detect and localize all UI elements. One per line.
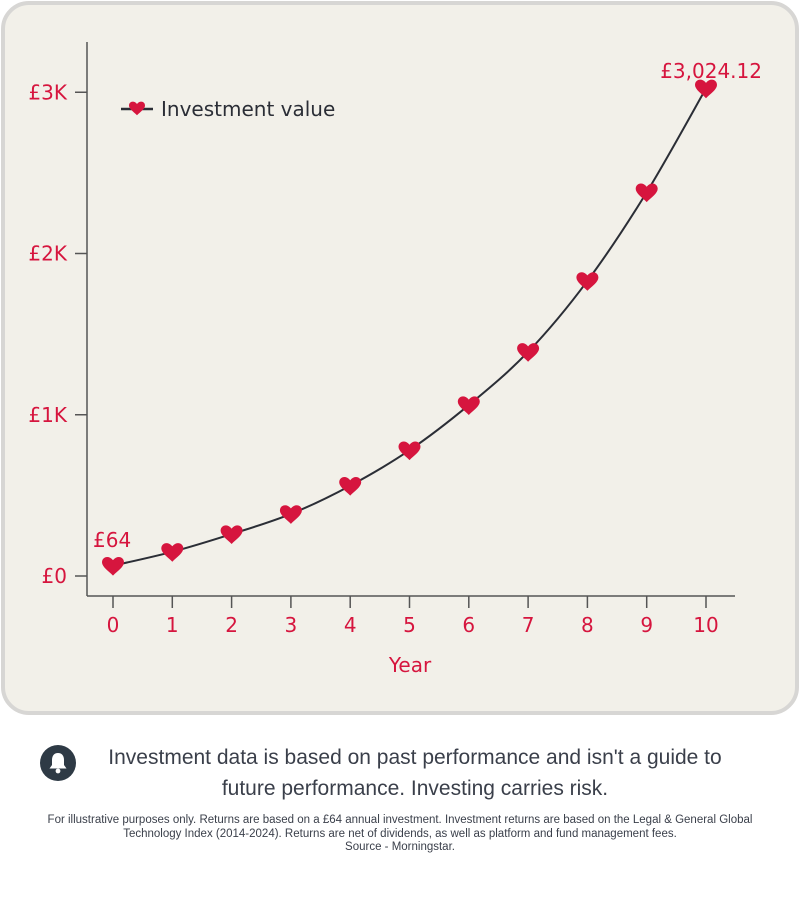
heart-icon [576, 272, 599, 291]
heart-icon [102, 556, 124, 576]
risk-warning-text: Investment data is based on past perform… [108, 746, 722, 800]
series-line [112, 87, 707, 567]
heart-icon [220, 525, 243, 544]
start-value-label: £64 [93, 528, 131, 552]
heart-icon [635, 183, 658, 203]
x-tick-label: 6 [462, 613, 475, 637]
x-tick-label: 8 [581, 613, 594, 637]
footnote-text: For illustrative purposes only. Returns … [47, 814, 753, 840]
footnote-source: Source - Morningstar. [345, 841, 455, 853]
y-tick-label: £3K [28, 80, 67, 104]
heart-icon [161, 543, 184, 562]
x-tick-label: 5 [403, 613, 416, 637]
x-tick-label: 9 [640, 613, 653, 637]
x-tick-label: 10 [693, 613, 718, 637]
legend-heart-icon [129, 101, 145, 116]
legend-label: Investment value [161, 97, 335, 121]
heart-icon [695, 79, 717, 99]
end-value-label: £3,024.12 [660, 59, 762, 83]
investment-line-chart: £0 £1K £2K £3K 0 1 2 3 4 5 6 7 8 9 10 Year £64 £3,024.12 I… [28, 42, 762, 677]
x-tick-label: 1 [166, 613, 179, 637]
y-tick-label: £1K [28, 403, 67, 427]
heart-icon [457, 396, 480, 415]
x-axis-label: Year [388, 653, 432, 677]
risk-warning: Investment data is based on past perform… [40, 742, 760, 804]
heart-icon [339, 477, 362, 496]
x-tick-label: 4 [344, 613, 357, 637]
y-tick-label: £0 [42, 564, 67, 588]
x-tick-label: 7 [522, 613, 535, 637]
y-tick-label: £2K [28, 242, 67, 266]
x-tick-label: 3 [285, 613, 298, 637]
x-tick-label: 0 [107, 613, 120, 637]
footnote: For illustrative purposes only. Returns … [40, 814, 760, 855]
heart-icon [398, 441, 421, 461]
bell-icon [40, 745, 76, 781]
x-tick-label: 2 [225, 613, 238, 637]
heart-icon [279, 505, 302, 524]
heart-icon [517, 343, 540, 362]
